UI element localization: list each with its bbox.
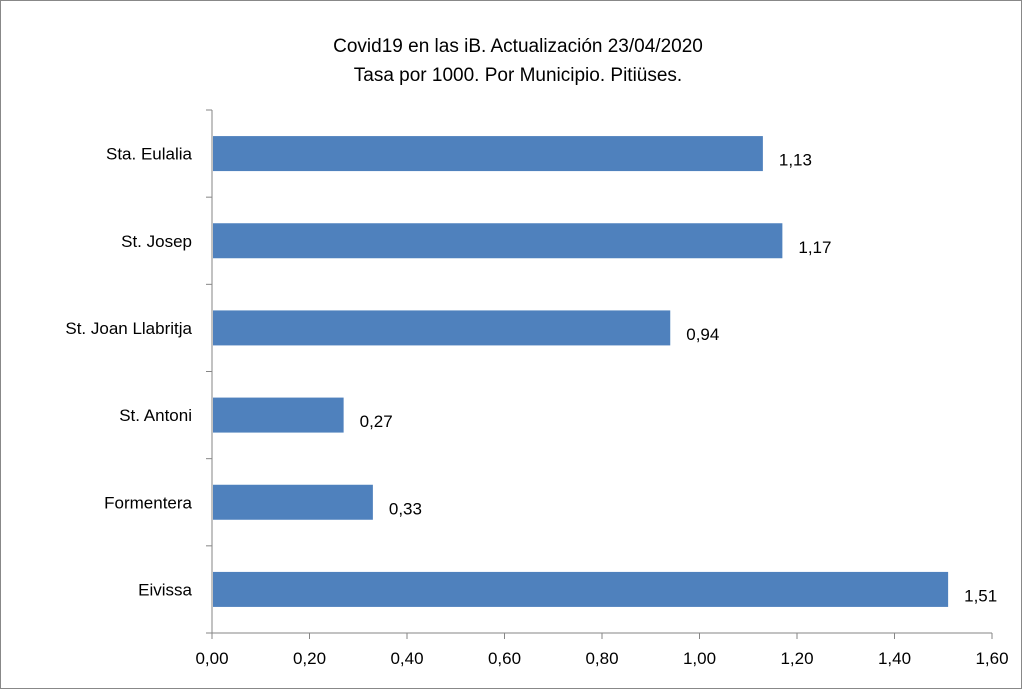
bar — [213, 310, 671, 346]
bar — [213, 397, 344, 433]
plot-area: 0,00 0,20 0,40 0,60 0,80 1,00 1,20 1,40 1,60 Sta.… — [65, 109, 1009, 668]
category-label: Formentera — [104, 493, 192, 512]
x-tick-label: 0,00 — [195, 649, 228, 668]
x-tick-label: 1,40 — [878, 649, 911, 668]
category-label: St. Joan Llabritja — [65, 319, 192, 338]
data-label: 0,94 — [686, 325, 719, 344]
bar — [213, 136, 763, 172]
bar — [213, 223, 783, 259]
data-label: 0,27 — [360, 412, 393, 431]
data-label: 0,33 — [389, 499, 422, 518]
category-label: St. Antoni — [119, 406, 192, 425]
x-tick-label: 0,20 — [293, 649, 326, 668]
data-label: 1,13 — [779, 151, 812, 170]
bar — [213, 571, 949, 607]
data-label: 1,17 — [798, 238, 831, 257]
category-label: Eivissa — [138, 580, 192, 599]
x-tick-label: 1,20 — [780, 649, 813, 668]
x-tick-label: 1,00 — [683, 649, 716, 668]
data-label: 1,51 — [964, 586, 997, 605]
x-tick-label: 1,60 — [975, 649, 1008, 668]
x-tick-label: 0,80 — [585, 649, 618, 668]
x-tick-label: 0,40 — [390, 649, 423, 668]
category-label: Sta. Eulalia — [106, 145, 193, 164]
chart-subtitle: Tasa por 1000. Por Municipio. Pitiüses. — [354, 65, 682, 86]
bar — [213, 484, 373, 520]
chart-title: Covid19 en las iB. Actualización 23/04/2… — [333, 36, 703, 57]
category-label: St. Josep — [121, 232, 192, 251]
x-tick-label: 0,60 — [488, 649, 521, 668]
